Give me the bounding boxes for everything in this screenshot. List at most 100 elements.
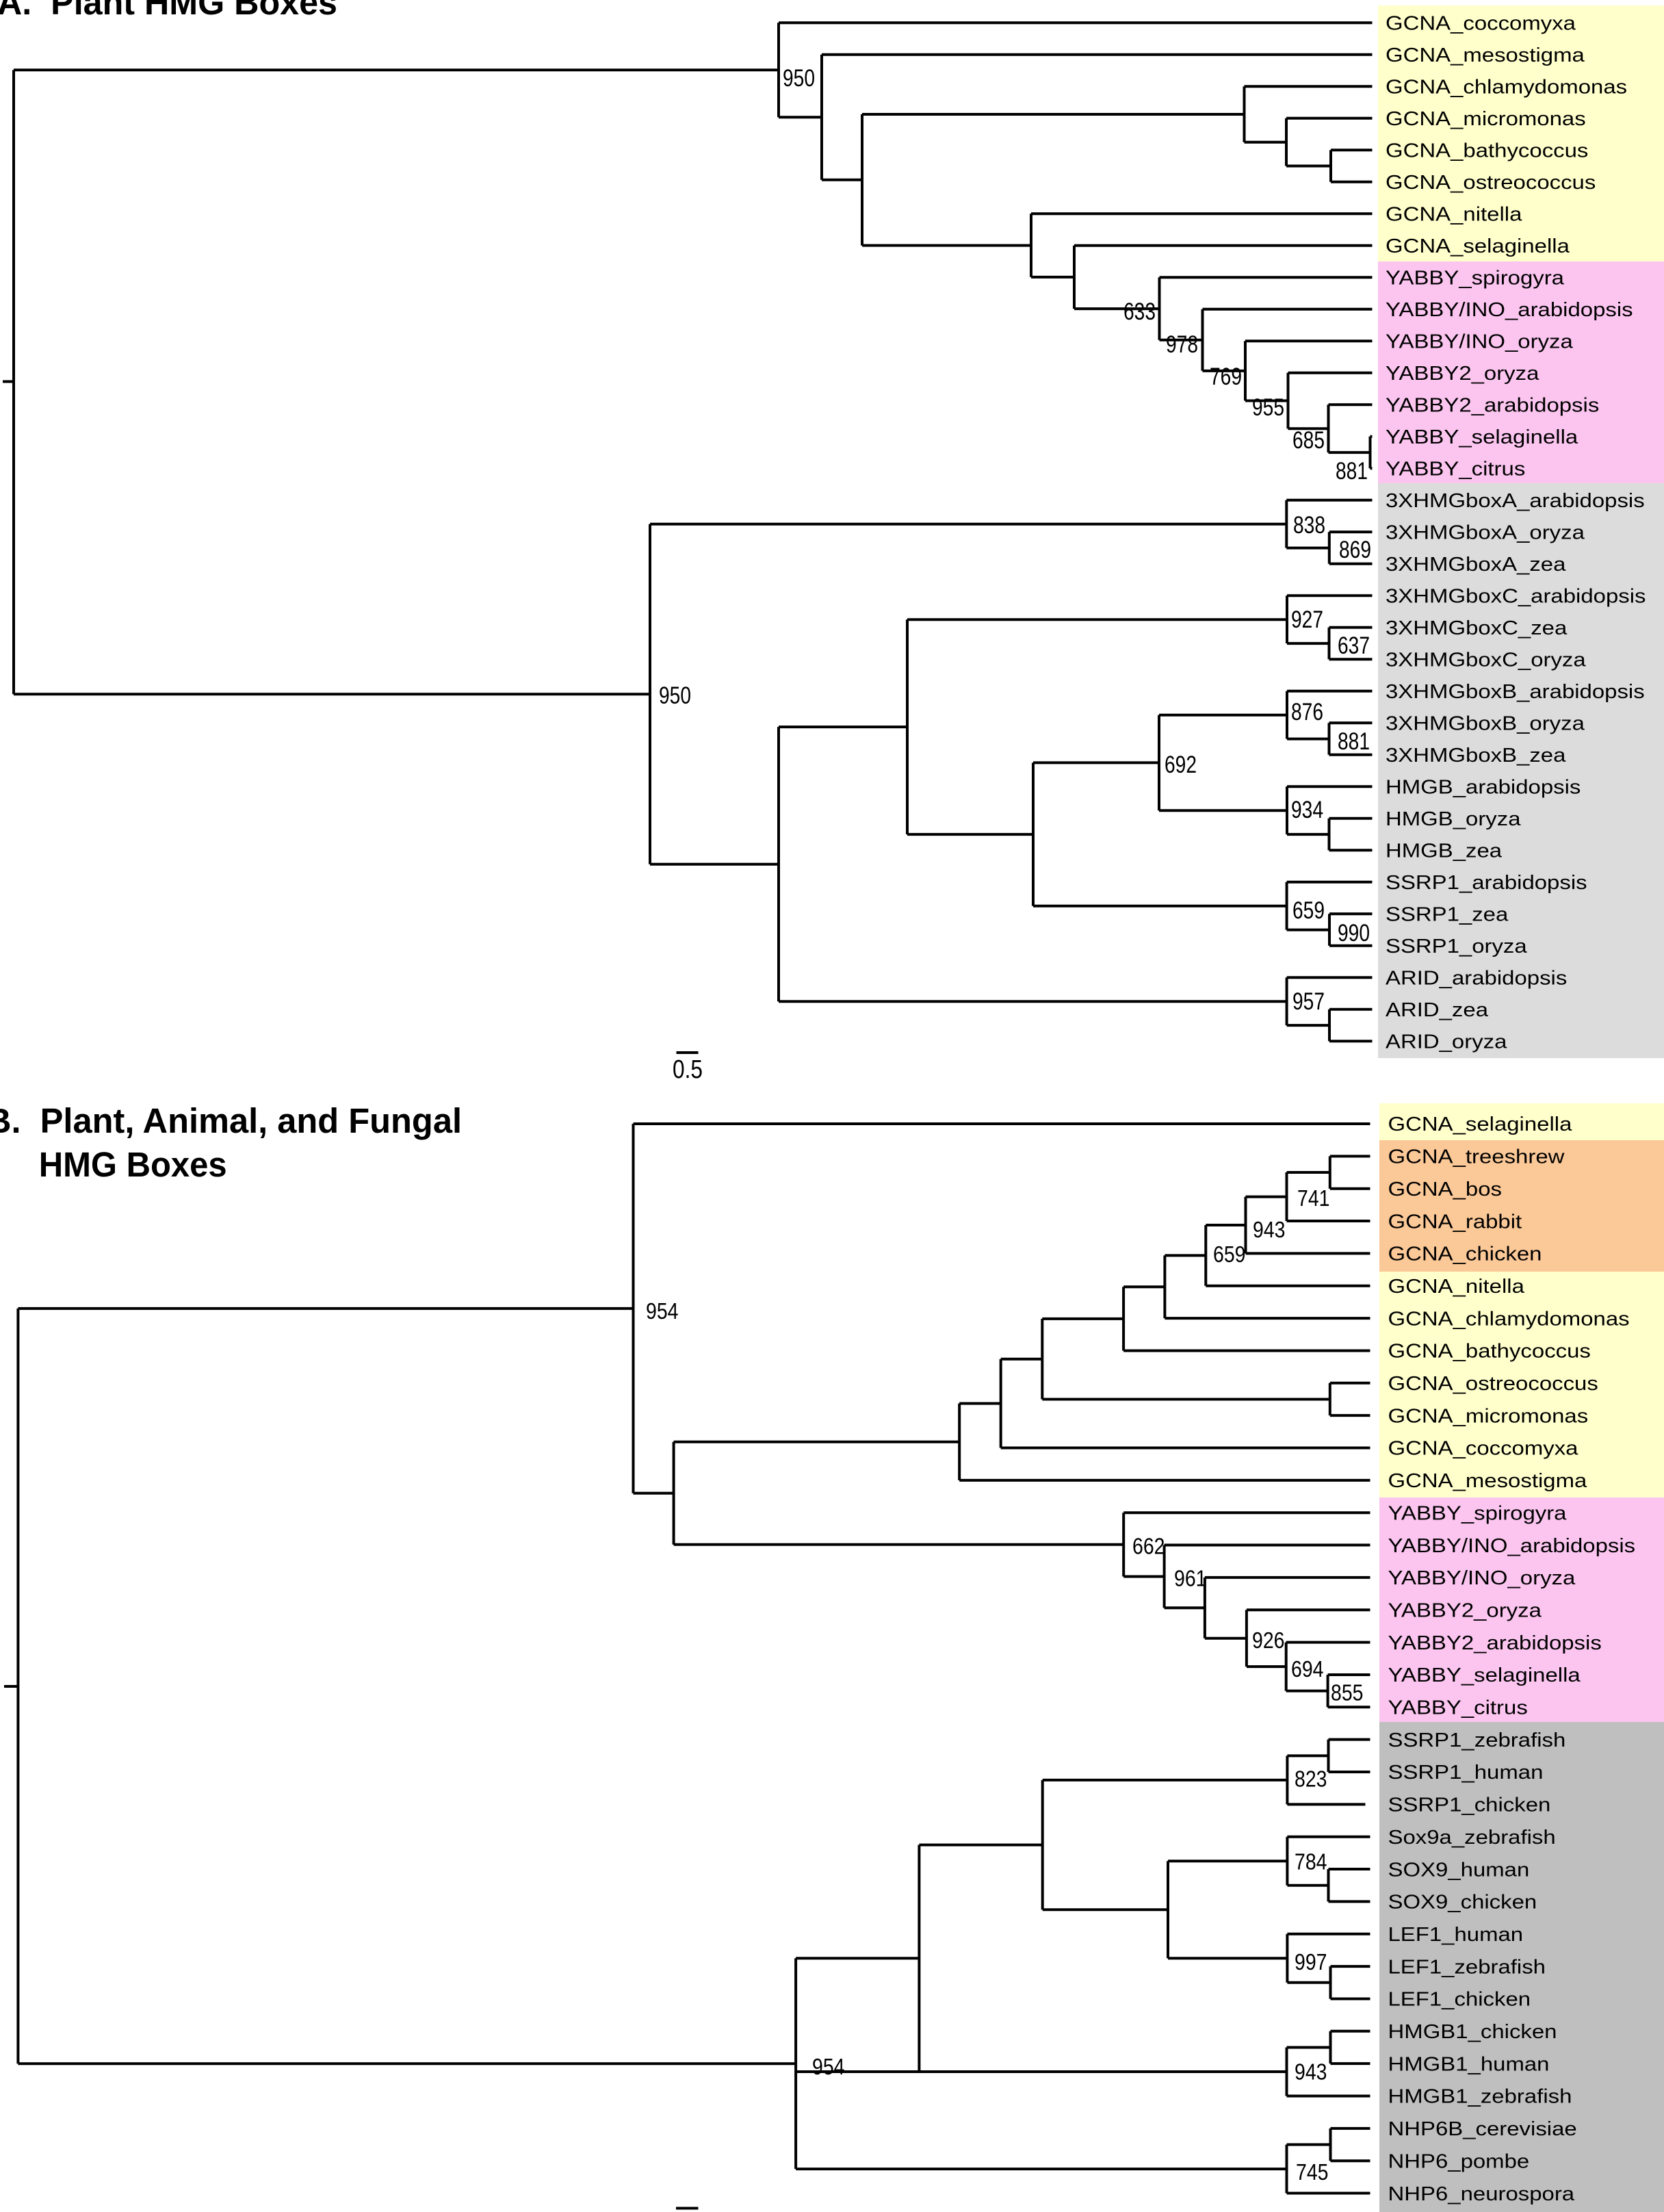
svg-text:SSRP1_oryza: SSRP1_oryza <box>1386 936 1528 957</box>
svg-text:957: 957 <box>1292 988 1325 1015</box>
svg-text:927: 927 <box>1291 606 1323 633</box>
svg-text:HMGB_arabidopsis: HMGB_arabidopsis <box>1386 777 1581 799</box>
svg-text:YABBY2_arabidopsis: YABBY2_arabidopsis <box>1386 395 1599 417</box>
svg-text:YABBY_spirogyra: YABBY_spirogyra <box>1386 268 1565 290</box>
svg-text:YABBY_citrus: YABBY_citrus <box>1386 459 1525 480</box>
svg-text:GCNA_selaginella: GCNA_selaginella <box>1386 235 1570 257</box>
svg-text:GCNA_nitella: GCNA_nitella <box>1388 1276 1525 1298</box>
svg-text:HMGB1_zebrafish: HMGB1_zebrafish <box>1388 2086 1572 2108</box>
svg-text:GCNA_chlamydomonas: GCNA_chlamydomonas <box>1388 1308 1630 1330</box>
svg-text:GCNA_micromonas: GCNA_micromonas <box>1388 1405 1589 1427</box>
svg-text:GCNA_mesostigma: GCNA_mesostigma <box>1386 44 1585 66</box>
svg-text:Sox9a_zebrafish: Sox9a_zebrafish <box>1388 1827 1556 1849</box>
svg-text:633: 633 <box>1123 298 1156 325</box>
svg-text:685: 685 <box>1292 427 1325 454</box>
svg-text:HMGB_oryza: HMGB_oryza <box>1386 808 1521 830</box>
svg-text:692: 692 <box>1165 751 1197 778</box>
svg-text:GCNA_bos: GCNA_bos <box>1388 1179 1503 1200</box>
svg-text:659: 659 <box>1213 1242 1246 1268</box>
svg-text:3XHMGboxA_oryza: 3XHMGboxA_oryza <box>1386 522 1585 544</box>
svg-text:3XHMGboxB_zea: 3XHMGboxB_zea <box>1386 745 1566 767</box>
svg-text:YABBY_citrus: YABBY_citrus <box>1388 1697 1528 1719</box>
svg-text:LEF1_human: LEF1_human <box>1388 1924 1524 1946</box>
svg-text:GCNA_bathycoccus: GCNA_bathycoccus <box>1388 1341 1591 1363</box>
svg-text:659: 659 <box>1292 897 1325 924</box>
svg-text:YABBY_selaginella: YABBY_selaginella <box>1386 426 1578 448</box>
svg-text:784: 784 <box>1295 1850 1327 1875</box>
svg-text:950: 950 <box>659 682 691 709</box>
svg-text:SSRP1_zebrafish: SSRP1_zebrafish <box>1388 1729 1566 1751</box>
svg-text:ARID_zea: ARID_zea <box>1386 999 1489 1021</box>
svg-text:YABBY/INO_arabidopsis: YABBY/INO_arabidopsis <box>1386 299 1633 321</box>
svg-text:SSRP1_chicken: SSRP1_chicken <box>1388 1795 1551 1816</box>
svg-text:637: 637 <box>1338 632 1370 659</box>
svg-text:LEF1_zebrafish: LEF1_zebrafish <box>1388 1956 1546 1978</box>
svg-text:GCNA_chicken: GCNA_chicken <box>1388 1244 1542 1265</box>
svg-text:LEF1_chicken: LEF1_chicken <box>1388 1989 1531 2011</box>
svg-text:SSRP1_zea: SSRP1_zea <box>1386 904 1509 926</box>
svg-text:881: 881 <box>1336 458 1368 485</box>
svg-text:876: 876 <box>1291 699 1323 725</box>
svg-text:GCNA_nitella: GCNA_nitella <box>1386 204 1522 226</box>
svg-text:997: 997 <box>1295 1950 1327 1975</box>
svg-text:823: 823 <box>1295 1767 1327 1792</box>
svg-text:ARID_arabidopsis: ARID_arabidopsis <box>1386 968 1567 990</box>
svg-text:HMG Boxes: HMG Boxes <box>39 1145 227 1184</box>
svg-text:3XHMGboxB_arabidopsis: 3XHMGboxB_arabidopsis <box>1386 681 1645 703</box>
svg-text:745: 745 <box>1296 2160 1329 2185</box>
svg-text:GCNA_treeshrew: GCNA_treeshrew <box>1388 1146 1565 1168</box>
svg-text:961: 961 <box>1174 1567 1207 1592</box>
svg-text:943: 943 <box>1253 1218 1286 1243</box>
svg-text:SOX9_chicken: SOX9_chicken <box>1388 1892 1537 1914</box>
svg-text:HMGB1_chicken: HMGB1_chicken <box>1388 2021 1557 2043</box>
svg-text:YABBY/INO_oryza: YABBY/INO_oryza <box>1388 1567 1576 1589</box>
svg-text:662: 662 <box>1132 1534 1165 1560</box>
svg-text:694: 694 <box>1291 1657 1324 1682</box>
svg-text:978: 978 <box>1166 331 1198 358</box>
svg-text:3XHMGboxC_arabidopsis: 3XHMGboxC_arabidopsis <box>1386 586 1646 608</box>
svg-text:3XHMGboxA_arabidopsis: 3XHMGboxA_arabidopsis <box>1386 490 1645 512</box>
svg-text:NHP6_neurospora: NHP6_neurospora <box>1388 2183 1576 2205</box>
svg-text:SSRP1_arabidopsis: SSRP1_arabidopsis <box>1386 872 1587 894</box>
svg-text:954: 954 <box>646 1299 679 1324</box>
svg-text:HMGB_zea: HMGB_zea <box>1386 840 1503 862</box>
svg-text:869: 869 <box>1339 537 1371 563</box>
svg-text:YABBY2_arabidopsis: YABBY2_arabidopsis <box>1388 1632 1602 1654</box>
svg-text:GCNA_ostreococcus: GCNA_ostreococcus <box>1386 172 1596 194</box>
svg-text:SSRP1_human: SSRP1_human <box>1388 1762 1544 1784</box>
svg-text:0.5: 0.5 <box>673 1055 703 1084</box>
svg-text:3XHMGboxB_oryza: 3XHMGboxB_oryza <box>1386 713 1585 735</box>
svg-text:3XHMGboxA_zea: 3XHMGboxA_zea <box>1386 554 1566 576</box>
svg-text:NHP6B_cerevisiae: NHP6B_cerevisiae <box>1388 2118 1577 2140</box>
svg-text:955: 955 <box>1252 394 1284 421</box>
svg-text:HMGB1_human: HMGB1_human <box>1388 2053 1550 2075</box>
svg-text:GCNA_chlamydomonas: GCNA_chlamydomonas <box>1386 77 1627 99</box>
svg-text:741: 741 <box>1297 1186 1330 1211</box>
svg-text:B. Plant, Animal, and Fungal: B. Plant, Animal, and Fungal <box>0 1101 462 1140</box>
svg-text:ARID_oryza: ARID_oryza <box>1386 1031 1507 1053</box>
svg-text:926: 926 <box>1252 1628 1285 1654</box>
svg-text:YABBY_selaginella: YABBY_selaginella <box>1388 1664 1581 1686</box>
svg-text:GCNA_coccomyxa: GCNA_coccomyxa <box>1388 1438 1579 1460</box>
svg-text:954: 954 <box>812 2055 845 2080</box>
svg-text:881: 881 <box>1338 728 1370 755</box>
svg-text:GCNA_rabbit: GCNA_rabbit <box>1388 1211 1522 1233</box>
svg-text:769: 769 <box>1210 363 1242 390</box>
svg-text:943: 943 <box>1295 2060 1327 2085</box>
svg-text:GCNA_bathycoccus: GCNA_bathycoccus <box>1386 140 1588 162</box>
svg-text:GCNA_selaginella: GCNA_selaginella <box>1388 1114 1573 1135</box>
svg-text:GCNA_mesostigma: GCNA_mesostigma <box>1388 1470 1588 1492</box>
svg-text:934: 934 <box>1291 797 1323 823</box>
svg-text:855: 855 <box>1331 1681 1364 1706</box>
svg-text:YABBY/INO_arabidopsis: YABBY/INO_arabidopsis <box>1388 1535 1636 1557</box>
svg-text:NHP6_pombe: NHP6_pombe <box>1388 2150 1530 2172</box>
svg-text:GCNA_micromonas: GCNA_micromonas <box>1386 108 1586 130</box>
svg-text:YABBY2_oryza: YABBY2_oryza <box>1386 363 1539 385</box>
svg-text:3XHMGboxC_zea: 3XHMGboxC_zea <box>1386 617 1568 639</box>
svg-text:SOX9_human: SOX9_human <box>1388 1859 1530 1881</box>
svg-text:838: 838 <box>1293 512 1325 539</box>
svg-text:YABBY2_oryza: YABBY2_oryza <box>1388 1599 1542 1621</box>
svg-text:GCNA_coccomyxa: GCNA_coccomyxa <box>1386 13 1576 35</box>
svg-text:3XHMGboxC_oryza: 3XHMGboxC_oryza <box>1386 650 1587 671</box>
svg-text:950: 950 <box>783 65 815 92</box>
